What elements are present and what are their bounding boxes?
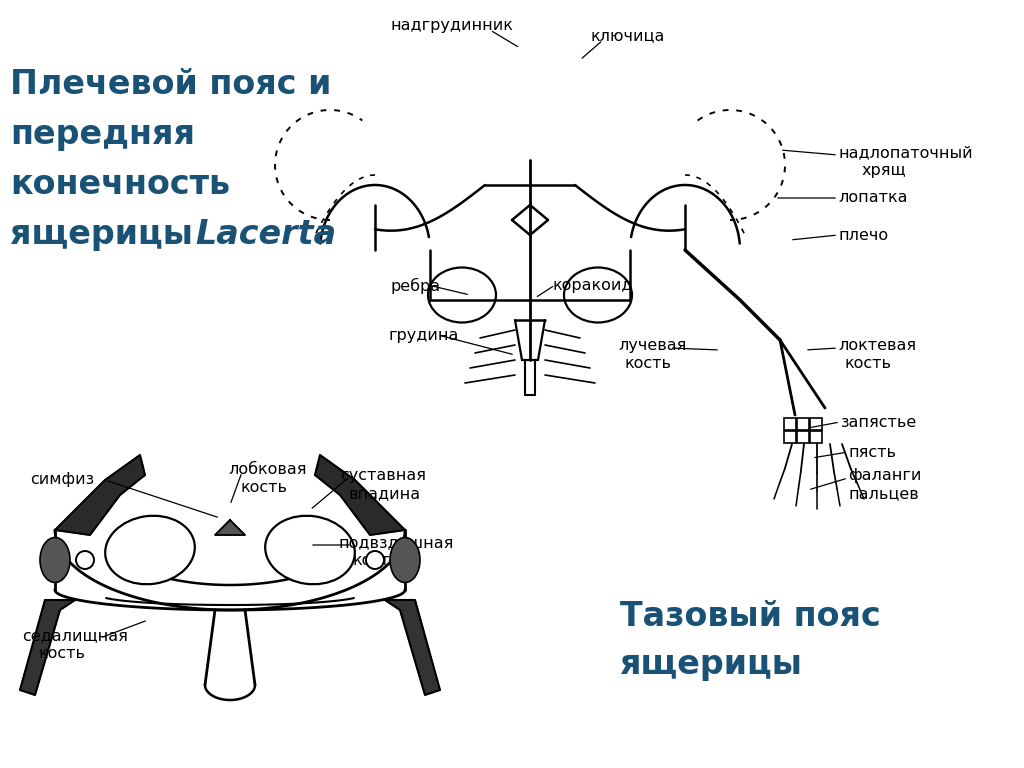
Text: пальцев: пальцев [848,486,919,501]
Text: Плечевой пояс и: Плечевой пояс и [10,68,332,101]
Text: фаланги: фаланги [848,468,922,483]
Text: ящерицы: ящерицы [10,218,205,251]
Text: кость: кость [845,356,892,371]
Polygon shape [215,520,245,535]
Text: Тазовый пояс: Тазовый пояс [620,600,881,633]
Bar [797,431,809,443]
Text: кость: кость [38,646,85,661]
Ellipse shape [366,551,384,569]
Text: седалищная: седалищная [22,628,128,643]
Text: лопатка: лопатка [838,190,907,205]
Polygon shape [315,455,406,535]
Text: Lacerta: Lacerta [195,218,336,251]
Bar [797,418,809,430]
Polygon shape [385,600,440,695]
Text: ящерицы: ящерицы [620,648,803,681]
Text: запястье: запястье [840,415,916,430]
Text: надгрудинник: надгрудинник [390,18,513,33]
Ellipse shape [40,538,70,582]
Ellipse shape [76,551,94,569]
Polygon shape [20,600,75,695]
Text: коракоид: коракоид [552,278,633,293]
Text: надлопаточный: надлопаточный [838,145,973,160]
Polygon shape [55,455,145,535]
Bar [810,418,822,430]
Text: ключица: ключица [590,28,665,43]
Text: ребра: ребра [390,278,440,294]
Bar [810,431,822,443]
Text: суставная: суставная [340,468,426,483]
Text: грудина: грудина [388,328,459,343]
Text: лучевая: лучевая [618,338,686,353]
Text: кость: кость [240,480,287,495]
Ellipse shape [265,516,354,584]
Text: подвздошная: подвздошная [338,535,454,550]
Ellipse shape [105,516,195,584]
Text: конечность: конечность [10,168,230,201]
Text: пясть: пясть [848,445,896,460]
Text: лобковая: лобковая [228,462,306,477]
Ellipse shape [390,538,420,582]
Text: симфиз: симфиз [30,472,94,487]
Text: локтевая: локтевая [838,338,916,353]
Text: впадина: впадина [348,486,420,501]
Bar [784,431,796,443]
Text: кость: кость [625,356,672,371]
Text: плечо: плечо [838,228,888,243]
Text: кость: кость [352,553,399,568]
Text: хрящ: хрящ [862,163,906,178]
Bar [784,418,796,430]
Text: передняя: передняя [10,118,195,151]
